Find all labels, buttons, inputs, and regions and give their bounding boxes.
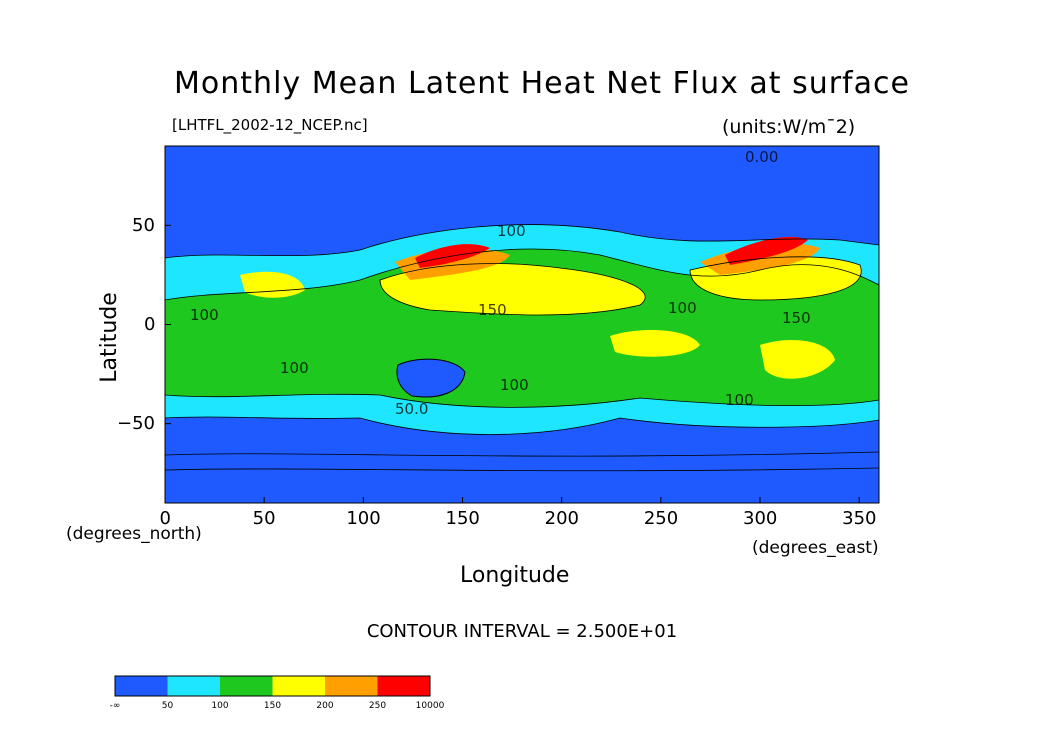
contour-label: 100 bbox=[190, 306, 219, 324]
colorbar-swatch bbox=[325, 676, 378, 696]
colorbar: -∞ 50 100 150 200 250 10000 bbox=[110, 675, 445, 711]
x-tick-label: 350 bbox=[842, 508, 877, 529]
y-tick-label: −50 bbox=[117, 413, 155, 435]
colorbar-swatch bbox=[272, 676, 325, 696]
colorbar-level-label: 10000 bbox=[416, 701, 445, 711]
colorbar-swatch bbox=[167, 676, 220, 696]
x-units-label: (degrees_east) bbox=[752, 538, 879, 558]
y-tick-label: 0 bbox=[144, 314, 156, 335]
colorbar-swatch bbox=[115, 676, 168, 696]
x-axis-label: Longitude bbox=[460, 563, 570, 588]
chart-title: Monthly Mean Latent Heat Net Flux at sur… bbox=[174, 66, 910, 101]
colorbar-level-label: 50 bbox=[162, 701, 174, 711]
x-tick-label: 100 bbox=[346, 508, 381, 529]
colorbar-level-label: -∞ bbox=[110, 701, 121, 711]
colorbar-level-label: 150 bbox=[264, 701, 281, 711]
x-tick-label: 150 bbox=[445, 508, 480, 529]
y-axis-label: Latitude bbox=[96, 292, 122, 383]
colorbar-level-label: 200 bbox=[316, 701, 333, 711]
contour-label: 150 bbox=[782, 309, 811, 327]
x-tick-label: 300 bbox=[743, 508, 778, 529]
colorbar-level-label: 100 bbox=[211, 701, 228, 711]
contour-interval: CONTOUR INTERVAL = 2.500E+01 bbox=[366, 621, 678, 642]
colorbar-swatch bbox=[220, 676, 273, 696]
file-label: [LHTFL_2002-12_NCEP.nc] bbox=[172, 116, 368, 134]
contour-label: 100 bbox=[725, 391, 754, 409]
units-label: (units:W/m¯2) bbox=[722, 116, 856, 138]
contour-label: 0.00 bbox=[745, 148, 778, 166]
x-tick-label: 200 bbox=[544, 508, 580, 529]
y-units-label: (degrees_north) bbox=[66, 524, 202, 544]
x-tick-label: 250 bbox=[643, 508, 679, 529]
contour-label: 100 bbox=[280, 359, 309, 377]
x-tick-label: 50 bbox=[252, 508, 276, 529]
colorbar-swatch bbox=[377, 676, 430, 696]
contour-label: 50.0 bbox=[395, 400, 428, 418]
y-tick-label: 50 bbox=[132, 214, 155, 236]
contour-label: 100 bbox=[497, 222, 526, 240]
colorbar-level-label: 250 bbox=[369, 701, 386, 711]
contour-label: 100 bbox=[500, 376, 529, 394]
x-tick-label: 0 bbox=[159, 508, 171, 529]
colorbar-frame bbox=[114, 675, 431, 697]
contour-label: 100 bbox=[668, 299, 697, 317]
contour-label: 150 bbox=[478, 301, 507, 319]
flux-field: 0.00 100 150 100 100 100 50.0 100 100 15… bbox=[165, 146, 879, 503]
